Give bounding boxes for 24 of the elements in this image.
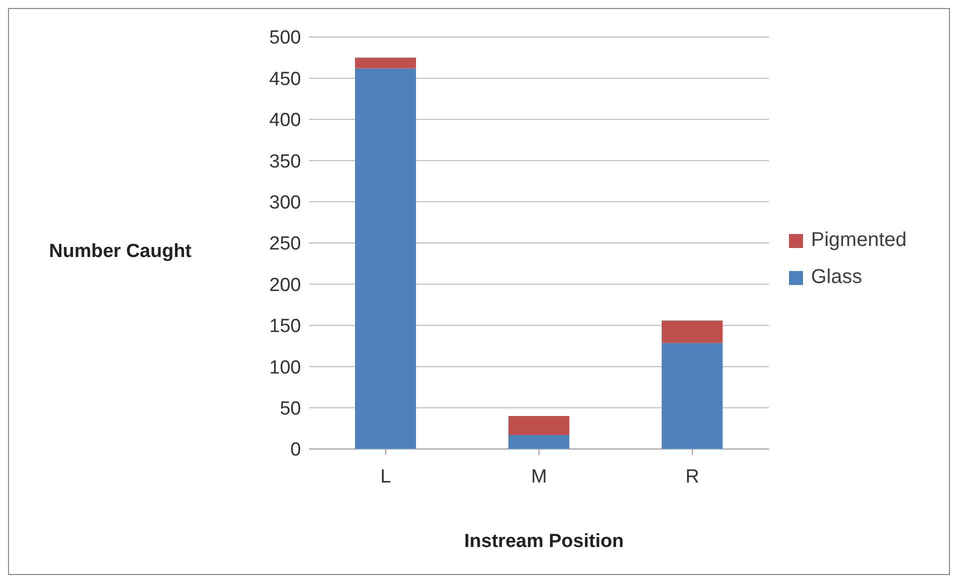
legend-label: Pigmented bbox=[811, 229, 907, 252]
y-tick-label: 50 bbox=[280, 398, 301, 420]
y-tick-label: 0 bbox=[290, 440, 301, 461]
y-tick-label: 350 bbox=[269, 151, 301, 172]
bar bbox=[508, 416, 570, 435]
y-tick-label: 200 bbox=[269, 274, 301, 296]
y-tick-label: 450 bbox=[269, 68, 301, 90]
y-axis-title: Number Caught bbox=[49, 241, 192, 263]
bar bbox=[508, 434, 570, 449]
legend-label: Glass bbox=[811, 266, 862, 289]
x-tick-label: R bbox=[685, 466, 700, 488]
y-tick-label: 250 bbox=[269, 234, 301, 255]
bar bbox=[662, 342, 723, 449]
y-tick-label: 100 bbox=[269, 357, 301, 378]
x-axis-title: Instream Position bbox=[463, 531, 625, 553]
x-tick-label: L bbox=[380, 466, 391, 488]
bar bbox=[355, 58, 416, 68]
bar bbox=[355, 68, 416, 449]
y-tick-label: 150 bbox=[269, 316, 301, 338]
y-tick-label: 500 bbox=[269, 28, 301, 49]
y-tick-label: 400 bbox=[269, 110, 301, 132]
y-tick-label: 300 bbox=[269, 192, 301, 214]
x-tick-label: M bbox=[531, 466, 547, 488]
bar bbox=[662, 320, 723, 343]
